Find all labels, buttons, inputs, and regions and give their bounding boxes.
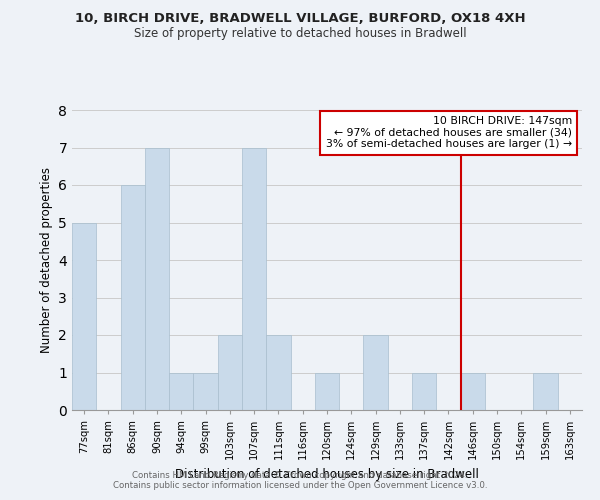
- Bar: [533, 372, 558, 410]
- Bar: [72, 222, 96, 410]
- Bar: [364, 335, 388, 410]
- Text: 10, BIRCH DRIVE, BRADWELL VILLAGE, BURFORD, OX18 4XH: 10, BIRCH DRIVE, BRADWELL VILLAGE, BURFO…: [74, 12, 526, 26]
- Bar: [193, 372, 218, 410]
- Bar: [412, 372, 436, 410]
- Bar: [315, 372, 339, 410]
- Bar: [145, 148, 169, 410]
- X-axis label: Distribution of detached houses by size in Bradwell: Distribution of detached houses by size …: [175, 468, 479, 480]
- Bar: [218, 335, 242, 410]
- Text: 10 BIRCH DRIVE: 147sqm
← 97% of detached houses are smaller (34)
3% of semi-deta: 10 BIRCH DRIVE: 147sqm ← 97% of detached…: [326, 116, 572, 149]
- Bar: [169, 372, 193, 410]
- Y-axis label: Number of detached properties: Number of detached properties: [40, 167, 53, 353]
- Bar: [242, 148, 266, 410]
- Text: Contains HM Land Registry data © Crown copyright and database right 2024.
Contai: Contains HM Land Registry data © Crown c…: [113, 470, 487, 490]
- Bar: [121, 185, 145, 410]
- Bar: [266, 335, 290, 410]
- Bar: [461, 372, 485, 410]
- Text: Size of property relative to detached houses in Bradwell: Size of property relative to detached ho…: [134, 28, 466, 40]
